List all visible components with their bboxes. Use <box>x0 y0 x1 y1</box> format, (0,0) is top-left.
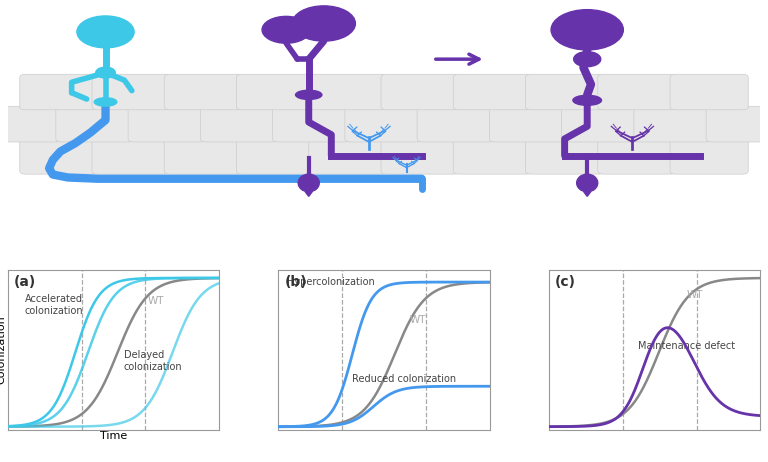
Text: (b): (b) <box>285 275 307 289</box>
FancyBboxPatch shape <box>273 106 351 142</box>
Text: Hypercolonization: Hypercolonization <box>286 277 375 287</box>
FancyBboxPatch shape <box>56 106 134 142</box>
FancyBboxPatch shape <box>92 139 170 174</box>
Circle shape <box>77 16 134 48</box>
Text: Delayed
colonization: Delayed colonization <box>124 350 183 372</box>
Polygon shape <box>584 191 591 196</box>
Text: WT: WT <box>687 290 703 299</box>
FancyBboxPatch shape <box>598 74 676 110</box>
Circle shape <box>551 10 624 50</box>
Circle shape <box>292 6 356 41</box>
Ellipse shape <box>577 174 598 192</box>
Polygon shape <box>305 191 313 196</box>
Ellipse shape <box>298 174 319 192</box>
Ellipse shape <box>296 90 322 99</box>
FancyBboxPatch shape <box>200 106 279 142</box>
FancyBboxPatch shape <box>381 139 459 174</box>
Text: Accelerated
colonization: Accelerated colonization <box>25 294 83 316</box>
FancyBboxPatch shape <box>489 106 568 142</box>
FancyBboxPatch shape <box>417 106 495 142</box>
FancyBboxPatch shape <box>525 139 604 174</box>
FancyBboxPatch shape <box>92 74 170 110</box>
FancyBboxPatch shape <box>561 106 640 142</box>
Text: Maintenance defect: Maintenance defect <box>637 340 735 351</box>
FancyBboxPatch shape <box>237 74 315 110</box>
FancyBboxPatch shape <box>0 106 62 142</box>
Text: Reduced colonization: Reduced colonization <box>353 374 456 384</box>
FancyBboxPatch shape <box>634 106 712 142</box>
FancyBboxPatch shape <box>670 74 748 110</box>
FancyBboxPatch shape <box>525 74 604 110</box>
Circle shape <box>574 52 601 67</box>
Circle shape <box>262 16 310 43</box>
Circle shape <box>96 67 115 78</box>
FancyBboxPatch shape <box>453 139 531 174</box>
FancyBboxPatch shape <box>309 139 387 174</box>
X-axis label: Time: Time <box>100 431 127 441</box>
Y-axis label: Colonization: Colonization <box>0 316 6 384</box>
FancyBboxPatch shape <box>309 74 387 110</box>
FancyBboxPatch shape <box>20 74 98 110</box>
Ellipse shape <box>94 98 117 106</box>
Text: WT: WT <box>147 296 164 306</box>
FancyBboxPatch shape <box>20 139 98 174</box>
FancyBboxPatch shape <box>128 106 207 142</box>
FancyBboxPatch shape <box>381 74 459 110</box>
FancyBboxPatch shape <box>237 139 315 174</box>
FancyBboxPatch shape <box>706 106 768 142</box>
FancyBboxPatch shape <box>598 139 676 174</box>
FancyBboxPatch shape <box>164 74 243 110</box>
Text: (a): (a) <box>14 275 36 289</box>
FancyBboxPatch shape <box>345 106 423 142</box>
FancyBboxPatch shape <box>670 139 748 174</box>
Ellipse shape <box>573 95 601 105</box>
FancyBboxPatch shape <box>164 139 243 174</box>
Text: WT: WT <box>409 315 426 325</box>
Text: (c): (c) <box>555 275 576 289</box>
FancyBboxPatch shape <box>453 74 531 110</box>
